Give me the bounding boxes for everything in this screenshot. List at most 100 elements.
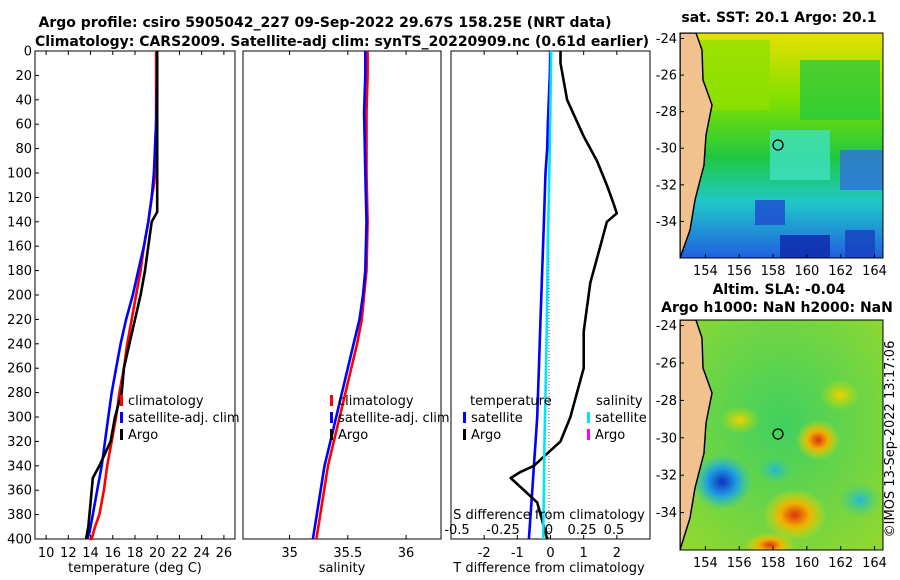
x-tick-label: 36	[398, 546, 415, 561]
y-tick-label: 40	[15, 93, 32, 108]
x-tick-label: 35	[281, 546, 298, 561]
map-x-tick-label: 164	[862, 556, 887, 571]
y-tick-label: 100	[7, 167, 32, 182]
sla-blob-low	[692, 454, 752, 510]
sla-map-panel: Altim. SLA: -0.04 Argo h1000: NaN h2000:…	[656, 282, 893, 571]
y-tick-label: 340	[7, 459, 32, 474]
sla-map-frame	[679, 319, 884, 551]
legend-swatch-t-satellite	[463, 412, 466, 423]
series-line-argo	[84, 51, 159, 540]
x-tick-label: 24	[193, 546, 210, 561]
x-tick-label: 16	[105, 546, 122, 561]
sst-patch	[845, 230, 875, 258]
map-y-tick-label: -28	[656, 394, 677, 409]
map-y-tick-label: -24	[656, 32, 677, 47]
difference-lines	[509, 50, 619, 540]
series-line-t-argo	[509, 51, 619, 540]
salinity-lines	[311, 51, 369, 540]
y-tick-label: 280	[7, 386, 32, 401]
map-x-tick-label: 156	[727, 264, 752, 279]
legend-swatch-s-satellite	[587, 412, 590, 423]
y-tick-label: 220	[7, 313, 32, 328]
legend-title-temperature: temperature	[470, 394, 552, 409]
legend-swatch-satellite	[120, 412, 123, 423]
series-line-satellite-adj-clim	[85, 51, 159, 540]
y-tick-label: 380	[7, 508, 32, 523]
map-x-tick-label: 158	[761, 264, 786, 279]
map-x-tick-label: 162	[828, 556, 853, 571]
sla-map-title: Altim. SLA: -0.04	[713, 282, 846, 298]
series-line-climatology	[315, 51, 369, 540]
x-tick-label: 1	[580, 546, 588, 561]
sst-land	[680, 33, 713, 258]
x-tick-label: 12	[60, 546, 77, 561]
legend-swatch-t-argo	[463, 429, 466, 440]
legend-swatch-argo	[330, 429, 333, 440]
x-tick-label: 10	[38, 546, 55, 561]
top-tick-label: 0.25	[568, 523, 597, 538]
y-tick-label: 60	[15, 118, 32, 133]
series-line-satellite-adj-clim	[311, 51, 368, 540]
map-y-tick-label: -32	[656, 469, 677, 484]
sst-map-frame	[679, 32, 884, 259]
sst-patch	[800, 60, 880, 120]
top-tick-label: -0.25	[486, 523, 520, 538]
y-tick-label: 300	[7, 411, 32, 426]
difference-ticks: -2 -1 0 1 2	[478, 51, 621, 561]
sst-patch	[700, 40, 770, 110]
figure-title-line1: Argo profile: csiro 5905042_227 09-Sep-2…	[39, 15, 612, 31]
legend-label-argo: Argo	[338, 428, 368, 443]
map-y-tick-label: -32	[656, 178, 677, 193]
x-tick-label: 2	[613, 546, 621, 561]
salinity-ticks: 35 35.5 36	[281, 51, 414, 561]
difference-legend: temperature satellite Argo salinity sate…	[463, 394, 647, 443]
map-y-tick-label: -26	[656, 357, 677, 372]
salinity-panel: 35 35.5 36 salinity climatology satellite-…	[242, 50, 450, 576]
legend-label-satellite: satellite-adj. clim	[128, 411, 240, 426]
sla-argo-marker	[772, 428, 784, 440]
x-tick-label: 35.5	[333, 546, 362, 561]
y-tick-label: 260	[7, 362, 32, 377]
x-tick-label: 14	[82, 546, 99, 561]
map-x-tick-label: 158	[761, 556, 786, 571]
x-tick-label: 18	[127, 546, 144, 561]
map-x-tick-label: 162	[828, 264, 853, 279]
sla-map-ticks: 154 156 158 160 162 164 -24 -26 -28 -30 -32 -34	[656, 319, 887, 571]
y-tick-label: 140	[7, 215, 32, 230]
sla-blob-high	[720, 406, 760, 434]
map-x-tick-label: 160	[794, 264, 819, 279]
sst-patch	[755, 200, 785, 225]
sst-argo-marker	[772, 139, 784, 151]
y-tick-label: 180	[7, 264, 32, 279]
series-line-s-satellite	[541, 50, 553, 540]
difference-panel: -2 -1 0 1 2 T difference from climatology S …	[444, 50, 651, 576]
top-tick-label: 0	[545, 523, 553, 538]
legend-label-s-argo: Argo	[595, 428, 625, 443]
map-x-tick-label: 154	[693, 556, 718, 571]
x-tick-label: 22	[171, 546, 188, 561]
x-tick-label: 20	[149, 546, 166, 561]
sla-blob-low	[838, 482, 882, 518]
salinity-xlabel: salinity	[319, 561, 366, 576]
sla-blob-high	[796, 420, 840, 460]
x-tick-label: 26	[216, 546, 233, 561]
sst-patch	[770, 130, 830, 180]
map-y-tick-label: -30	[656, 142, 677, 157]
sla-blob-high	[763, 489, 827, 541]
series-line-t-satellite	[527, 50, 552, 540]
temperature-panel: 10 12 14 16 18 20 22 24 260204060801001201401601…	[7, 45, 239, 577]
sst-map-panel: sat. SST: 20.1 Argo: 20.1 154 156 158 160 16…	[656, 10, 887, 279]
difference-top-axis-label: S difference from climatology	[453, 508, 645, 523]
x-tick-label: -2	[478, 546, 491, 561]
y-tick-label: 80	[15, 142, 32, 157]
y-tick-label: 400	[7, 533, 32, 548]
y-tick-label: 120	[7, 191, 32, 206]
imos-watermark: ©IMOS 13-Sep-2022 13:17:06	[883, 341, 898, 538]
y-tick-label: 360	[7, 484, 32, 499]
legend-title-salinity: salinity	[596, 394, 643, 409]
salinity-axes-frame	[242, 50, 442, 540]
temperature-ticks: 10 12 14 16 18 20 22 24 260204060801001201401601…	[7, 45, 232, 562]
legend-label-climatology: climatology	[128, 394, 204, 409]
sst-patch	[840, 150, 883, 190]
